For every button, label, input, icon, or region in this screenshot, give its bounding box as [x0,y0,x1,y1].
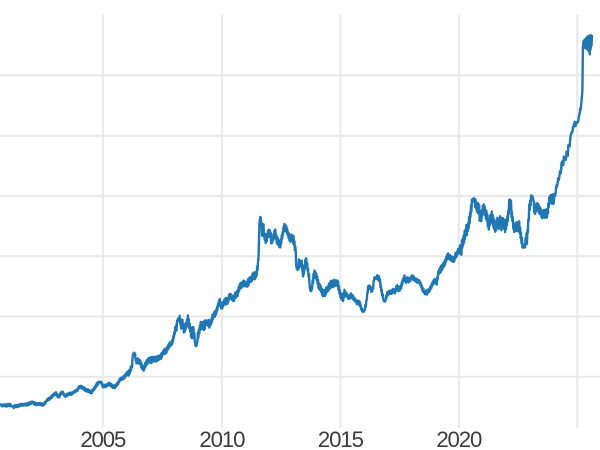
svg-text:2015: 2015 [318,427,364,450]
svg-text:2020: 2020 [436,427,482,450]
svg-text:2005: 2005 [80,427,126,450]
svg-text:2010: 2010 [199,427,245,450]
